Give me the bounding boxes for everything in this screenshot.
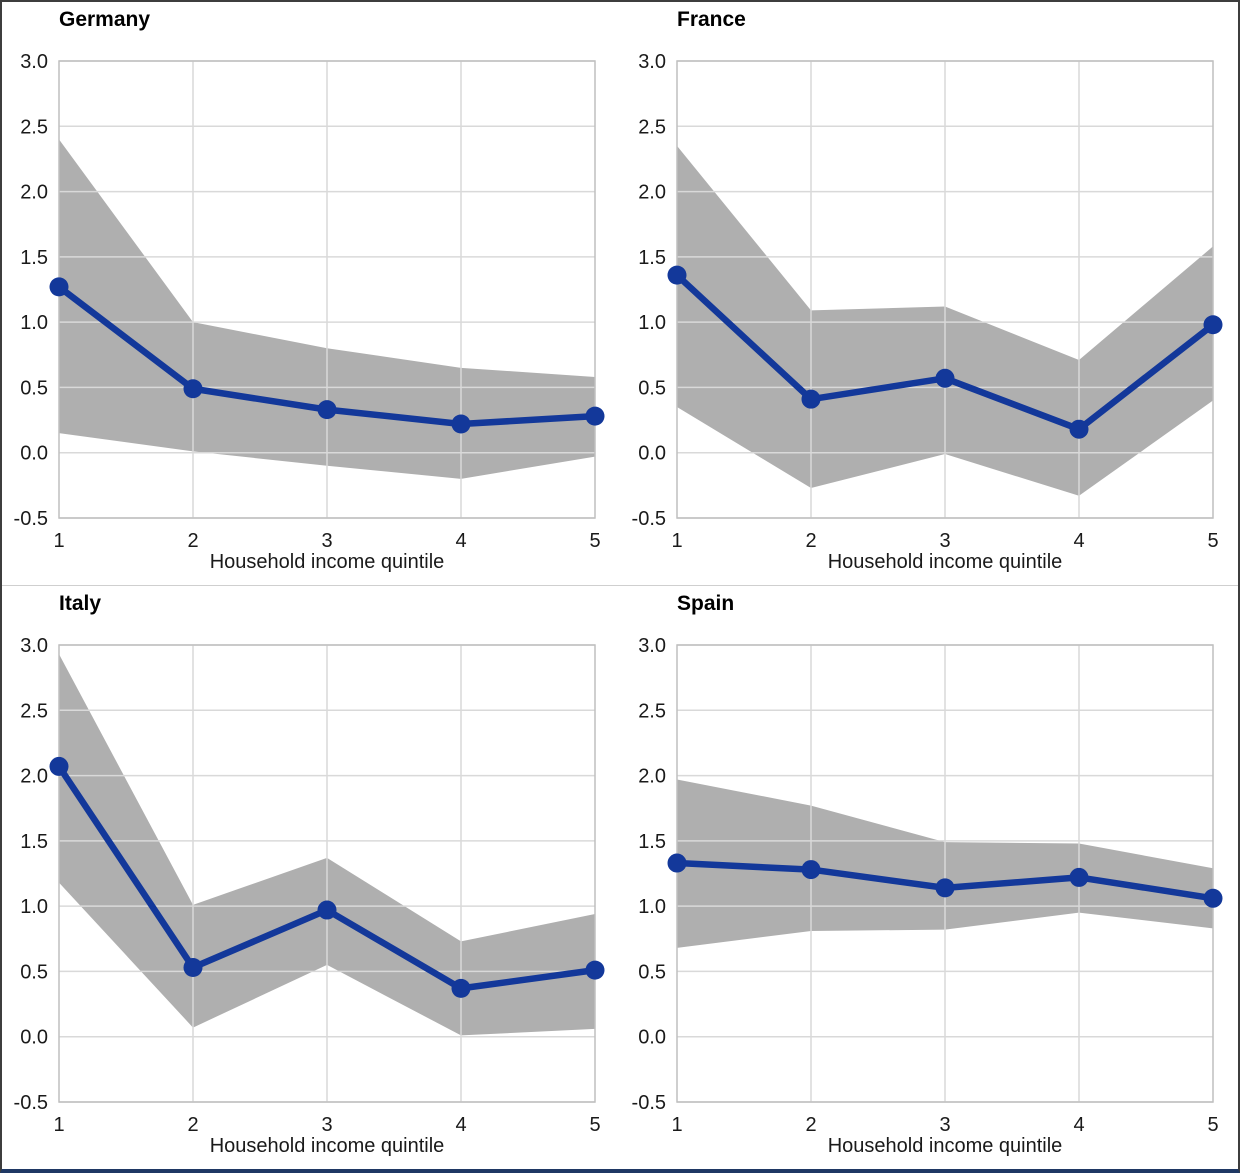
y-tick-label: 3.0	[638, 51, 666, 73]
data-point	[183, 958, 203, 978]
y-tick-label: 2.0	[20, 766, 48, 788]
chart-france: 3.0 2.5 2.0 1.5 1.0 0.5 0.0 -0.51 2 3 4 5	[632, 51, 1223, 552]
panel-germany: Germany 3.0 2.5 2.0 1.5 1.0 0.5 0.0 -0.5 1 2 3 4 5 H…	[2, 2, 620, 585]
x-axis-label-italy: Household income quintile	[209, 1135, 445, 1157]
y-tick-label: 1.0	[20, 896, 48, 918]
data-point	[1203, 888, 1223, 908]
data-point	[585, 960, 605, 980]
x-tick-label: 4	[1073, 1114, 1084, 1136]
y-tick-label: 2.0	[20, 182, 48, 204]
x-tick-label: 1	[671, 530, 682, 552]
data-point	[1203, 315, 1223, 335]
y-tick-label: 1.0	[20, 312, 48, 334]
plot-frame	[676, 60, 1214, 519]
x-tick-label: 2	[187, 1114, 198, 1136]
data-point	[451, 978, 471, 998]
y-tick-label: 1.0	[638, 312, 666, 334]
data-point	[935, 368, 955, 388]
panel-italy: Italy 3.0 2.5 2.0 1.5 1.0 0.5 0.0 -0.5 1 2 3 4 5 Hou…	[2, 585, 620, 1169]
x-tick-label: 5	[1207, 530, 1218, 552]
data-point	[801, 860, 821, 880]
x-tick-label: 3	[939, 1114, 950, 1136]
data-point	[667, 853, 687, 873]
y-tick-label: -0.5	[632, 1092, 666, 1114]
x-tick-label: 3	[321, 530, 332, 552]
y-tick-label: -0.5	[14, 508, 48, 530]
chart-spain: 3.0 2.5 2.0 1.5 1.0 0.5 0.0 -0.51 2 3 4 5	[632, 635, 1223, 1136]
data-point	[183, 379, 203, 399]
y-tick-label: 2.0	[638, 766, 666, 788]
x-tick-label: 5	[1207, 1114, 1218, 1136]
y-tick-label: 1.5	[20, 831, 48, 853]
x-tick-label: 2	[187, 530, 198, 552]
y-tick-label: 3.0	[20, 635, 48, 657]
y-tick-label: 0.0	[638, 443, 666, 465]
x-tick-label: 4	[1073, 530, 1084, 552]
x-tick-label: 4	[455, 1114, 466, 1136]
data-point	[49, 756, 69, 776]
y-tick-label: 3.0	[638, 635, 666, 657]
data-point	[49, 277, 69, 297]
y-tick-label: 0.5	[638, 377, 666, 399]
x-axis-label-germany: Household income quintile	[209, 551, 445, 573]
data-point	[801, 389, 821, 409]
y-tick-label: 2.0	[638, 182, 666, 204]
x-tick-label: 1	[671, 1114, 682, 1136]
x-tick-label: 2	[805, 1114, 816, 1136]
data-point	[317, 900, 337, 920]
x-tick-label: 3	[939, 530, 950, 552]
x-tick-label: 5	[589, 1114, 600, 1136]
data-point	[451, 414, 471, 434]
y-tick-label: 2.5	[20, 116, 48, 138]
y-tick-label: -0.5	[632, 508, 666, 530]
y-tick-label: 2.5	[20, 700, 48, 722]
chart-title-france: France	[677, 8, 746, 31]
x-tick-label: 3	[321, 1114, 332, 1136]
x-tick-label: 5	[589, 530, 600, 552]
data-point	[317, 400, 337, 420]
y-tick-label: 1.0	[638, 896, 666, 918]
panel-france: France 3.0 2.5 2.0 1.5 1.0 0.5 0.0 -0.5 1 2 3 4 5 Ho…	[620, 2, 1238, 585]
y-tick-label: 3.0	[20, 51, 48, 73]
y-tick-label: 2.5	[638, 700, 666, 722]
data-point	[585, 406, 605, 426]
x-tick-label: 2	[805, 530, 816, 552]
chart-germany: 3.0 2.5 2.0 1.5 1.0 0.5 0.0 -0.51 2 3 4 5	[14, 51, 605, 552]
y-tick-label: 1.5	[20, 247, 48, 269]
panel-spain: Spain 3.0 2.5 2.0 1.5 1.0 0.5 0.0 -0.5 1 2 3 4 5 Hou…	[620, 585, 1238, 1169]
y-tick-label: 0.0	[20, 1027, 48, 1049]
data-point	[1069, 867, 1089, 887]
chart-title-germany: Germany	[59, 8, 151, 31]
data-point	[667, 265, 687, 285]
y-tick-label: 0.5	[20, 377, 48, 399]
y-tick-label: 0.0	[20, 443, 48, 465]
data-point	[1069, 419, 1089, 439]
data-point	[935, 878, 955, 898]
x-tick-label: 1	[53, 1114, 64, 1136]
y-tick-label: 0.5	[638, 961, 666, 983]
x-axis-label-france: Household income quintile	[827, 551, 1063, 573]
chart-title-spain: Spain	[677, 592, 735, 615]
y-tick-label: 2.5	[638, 116, 666, 138]
y-tick-label: 0.0	[638, 1027, 666, 1049]
y-tick-label: 1.5	[638, 831, 666, 853]
plot-frame	[58, 644, 596, 1103]
x-tick-label: 4	[455, 530, 466, 552]
chart-title-italy: Italy	[59, 592, 102, 615]
y-tick-label: 0.5	[20, 961, 48, 983]
y-tick-label: 1.5	[638, 247, 666, 269]
x-axis-label-spain: Household income quintile	[827, 1135, 1063, 1157]
x-tick-label: 1	[53, 530, 64, 552]
plot-frame	[676, 644, 1214, 1103]
y-tick-label: -0.5	[14, 1092, 48, 1114]
chart-italy: 3.0 2.5 2.0 1.5 1.0 0.5 0.0 -0.51 2 3 4 5	[14, 635, 605, 1136]
